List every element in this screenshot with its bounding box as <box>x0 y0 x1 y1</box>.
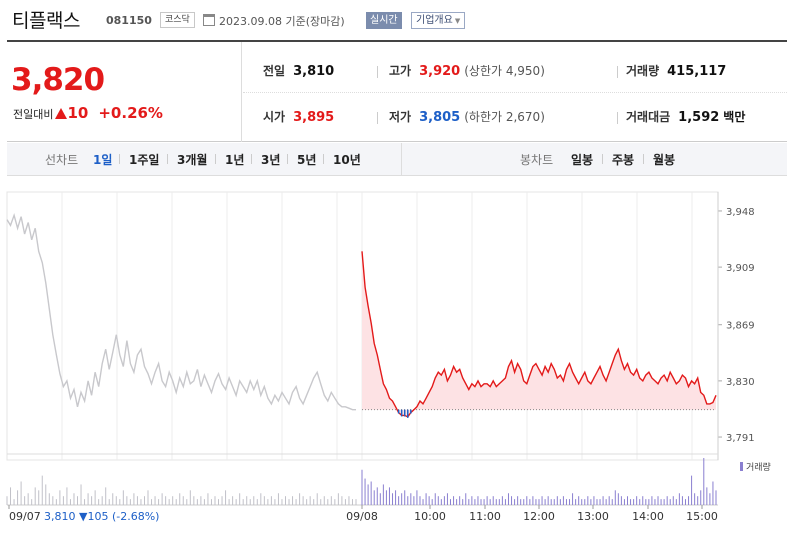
divider <box>323 154 324 164</box>
period-3y[interactable]: 3년 <box>261 153 281 167</box>
open-value: 3,895 <box>293 110 335 125</box>
period-10y[interactable]: 10년 <box>333 153 361 167</box>
realtime-button[interactable]: 실시간 <box>366 12 402 29</box>
divider <box>167 154 168 164</box>
divider <box>377 66 378 78</box>
period-5y[interactable]: 5년 <box>297 153 317 167</box>
candle-daily[interactable]: 일봉 <box>571 153 594 167</box>
high-value: 3,920 <box>419 64 461 79</box>
candle-chart-label: 봉차트 <box>520 153 554 167</box>
base-date: 2023.09.08 기준(장마감) <box>219 15 345 28</box>
y-tick-label: 3,869 <box>726 321 755 332</box>
price-chart[interactable]: 3,948 3,909 3,869 3,830 3,791 거래량 09/07 09/08… <box>0 190 787 540</box>
x-tick-label: 10:00 <box>414 510 446 523</box>
divider <box>377 112 378 124</box>
period-3m[interactable]: 3개월 <box>177 153 208 167</box>
high-cell: 고가 3,920 (상한가 4,950) <box>389 62 545 79</box>
period-bar: 선차트 1일 1주일 3개월 1년 3년 5년 10년 봉차트 일봉 주봉 월봉 <box>7 143 787 176</box>
volume-bars: 거래량 <box>6 453 771 506</box>
prev-close-cell: 전일 3,810 <box>263 62 334 79</box>
amount-value: 1,592 <box>678 110 720 125</box>
volume-label: 거래량 <box>626 64 660 78</box>
divider <box>119 154 120 164</box>
change-percent: +0.26% <box>98 104 163 122</box>
amount-unit: 백만 <box>723 110 746 124</box>
upper-limit: (상한가 4,950) <box>464 64 545 78</box>
stock-header: 티플랙스 081150 코스닥 2023.09.08 기준(장마감) 실시간 기… <box>0 0 787 40</box>
y-tick-label: 3,948 <box>726 207 755 218</box>
calendar-icon <box>203 14 215 26</box>
low-label: 저가 <box>389 110 412 124</box>
price-change: 전일대비 10 +0.26% <box>13 104 163 122</box>
intraday-area <box>362 251 716 417</box>
volume-cell: 거래량 415,117 <box>626 62 726 79</box>
intraday-fill <box>362 251 716 417</box>
period-1w[interactable]: 1주일 <box>129 153 160 167</box>
company-info-label: 기업개요 <box>416 15 453 26</box>
x-tick-label: 09/07 <box>9 510 41 523</box>
x-tick-label: 13:00 <box>577 510 609 523</box>
current-price: 3,820 <box>11 62 105 98</box>
x-tick-label: 11:00 <box>469 510 501 523</box>
change-value: 10 <box>67 104 89 122</box>
divider <box>215 154 216 164</box>
volume-legend-swatch <box>740 462 743 471</box>
low-cell: 저가 3,805 (하한가 2,670) <box>389 108 545 125</box>
y-tick-label: 3,830 <box>726 377 755 388</box>
stock-code: 081150 <box>106 14 152 27</box>
x-tick-label: 14:00 <box>632 510 664 523</box>
period-1y[interactable]: 1년 <box>225 153 245 167</box>
market-badge: 코스닥 <box>160 12 195 28</box>
price-panel: 3,820 전일대비 10 +0.26% 전일 3,810 고가 3,920 (상한가 4… <box>7 40 787 142</box>
company-info-button[interactable]: 기업개요 ▼ <box>411 12 466 29</box>
candle-monthly[interactable]: 월봉 <box>653 153 676 167</box>
company-name[interactable]: 티플랙스 <box>12 10 80 32</box>
up-triangle-icon <box>55 108 68 119</box>
low-value: 3,805 <box>419 110 461 125</box>
candle-weekly[interactable]: 주봉 <box>612 153 635 167</box>
line-chart-label: 선차트 <box>45 153 79 167</box>
divider <box>251 154 252 164</box>
volume-legend-label: 거래량 <box>746 461 771 473</box>
x-tick-label: 09/08 <box>346 510 378 523</box>
amount-label: 거래대금 <box>626 110 671 124</box>
volume-value: 415,117 <box>667 64 727 79</box>
x-axis: 09/07 09/08 10:00 11:00 12:00 13:00 14:00 15:00… <box>8 505 718 523</box>
divider <box>617 112 618 124</box>
open-label: 시가 <box>263 110 286 124</box>
current-price-box: 3,820 전일대비 10 +0.26% <box>7 42 242 142</box>
lower-limit: (하한가 2,670) <box>464 110 545 124</box>
prev-close-value: 3,810 <box>293 64 335 79</box>
divider <box>602 154 603 164</box>
high-label: 고가 <box>389 64 412 78</box>
row-divider <box>243 92 787 93</box>
open-cell: 시가 3,895 <box>263 108 334 125</box>
chevron-down-icon: ▼ <box>454 17 461 25</box>
prev-close-label: 전일 <box>263 64 286 78</box>
prev-day-summary: 3,810 ▼105 (-2.68%) <box>44 510 159 523</box>
divider <box>617 66 618 78</box>
x-tick-label: 15:00 <box>686 510 718 523</box>
chart-lines <box>6 212 717 418</box>
prev-day-line <box>6 212 356 411</box>
divider <box>287 154 288 164</box>
divider <box>643 154 644 164</box>
y-tick-label: 3,791 <box>726 433 755 444</box>
x-tick-label: 12:00 <box>523 510 555 523</box>
chart-grid <box>6 191 719 461</box>
period-1d[interactable]: 1일 <box>93 153 113 167</box>
y-tick-label: 3,909 <box>726 263 755 274</box>
change-label: 전일대비 <box>13 108 54 121</box>
y-axis: 3,948 3,909 3,869 3,830 3,791 <box>717 192 755 460</box>
today-line <box>361 251 717 418</box>
divider <box>401 143 402 176</box>
amount-cell: 거래대금 1,592 백만 <box>626 108 745 125</box>
